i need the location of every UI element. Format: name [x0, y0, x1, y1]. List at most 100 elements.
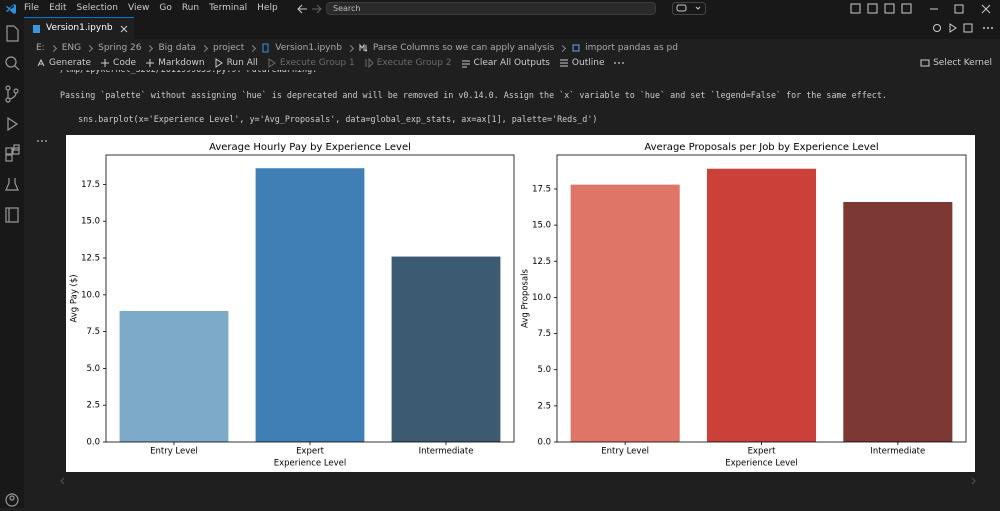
vscode-logo	[6, 4, 16, 14]
icon	[359, 43, 368, 52]
toolbar-label: Clear All Outputs	[473, 58, 550, 68]
icon-shape	[262, 43, 269, 53]
x-tick-label: Entry Level	[150, 447, 198, 457]
cell-output: /tmp/ipykernel_3202/2611999655.py:9: Fut…	[60, 70, 990, 130]
menu-item[interactable]: Selection	[76, 3, 118, 13]
bar	[391, 256, 501, 442]
bar	[570, 184, 680, 442]
horizontal-scrollbar[interactable]	[60, 476, 980, 486]
toolbar-label: Outline	[571, 58, 605, 68]
tab-close[interactable]	[120, 25, 128, 33]
tab-bar	[24, 17, 1000, 39]
icon	[101, 59, 110, 67]
breadcrumbs: E: ENG Spring 26 Big data project Version1.ip…	[36, 43, 678, 53]
icon-shape	[215, 58, 223, 68]
toolbar-button[interactable]: Outline	[559, 58, 605, 68]
y-tick-label: 12.5	[532, 257, 551, 267]
menu-item[interactable]: View	[127, 3, 150, 13]
x-tick-label: Entry Level	[601, 447, 649, 457]
x-tick-label: Expert	[296, 447, 325, 457]
dot	[614, 62, 617, 64]
toolbar-label: Execute Group 1	[279, 58, 355, 68]
breadcrumb-separator	[346, 44, 354, 52]
title-bar: File Edit Selection View Go Run Terminal Help S…	[0, 0, 1000, 17]
activity-icons[interactable]	[0, 17, 24, 508]
editor-actions[interactable]	[932, 23, 998, 33]
toolbar-more[interactable]	[613, 60, 625, 66]
bar	[843, 201, 953, 442]
breadcrumb-separator	[559, 44, 567, 52]
icon-shape	[268, 58, 276, 68]
toolbar-button[interactable]: Generate	[36, 58, 91, 68]
icon	[37, 58, 45, 67]
breadcrumb[interactable]: ENG	[61, 43, 82, 53]
output-line: Passing `palette` without assigning `hue…	[60, 90, 887, 100]
toolbar-label: Generate	[49, 58, 92, 68]
nav-arrows	[297, 4, 322, 14]
menu-item[interactable]: Run	[181, 3, 200, 13]
y-tick-label: 7.5	[86, 327, 100, 337]
breadcrumb[interactable]: Spring 26	[98, 43, 142, 53]
icon	[365, 58, 374, 68]
editor-tab[interactable]: Version1.ipynb	[24, 17, 134, 39]
bar	[255, 168, 365, 442]
y-tick-label: 17.5	[532, 184, 551, 194]
bar	[706, 168, 817, 442]
y-tick-label: 17.5	[81, 180, 100, 190]
breadcrumb[interactable]: Big data	[158, 43, 197, 53]
menu-item[interactable]: Terminal	[209, 3, 248, 13]
icon-shape	[559, 59, 568, 67]
breadcrumb-separator	[249, 44, 257, 52]
breadcrumb-separator	[146, 44, 154, 52]
breadcrumb-separator	[49, 44, 57, 52]
window-controls[interactable]	[850, 3, 1000, 15]
bar	[119, 311, 229, 442]
menu-item[interactable]: Help	[257, 3, 278, 13]
toolbar-button[interactable]: Markdown	[145, 58, 205, 68]
toolbar-label: Code	[113, 58, 137, 68]
breadcrumb[interactable]: import pandas as pd	[585, 43, 678, 53]
y-tick-label: 7.5	[537, 329, 551, 339]
toolbar-label: Execute Group 2	[376, 58, 452, 68]
icon	[572, 44, 580, 52]
icon-shape	[146, 59, 155, 67]
menu-item[interactable]: File	[24, 3, 40, 13]
icon	[146, 59, 155, 67]
axes-frame	[105, 154, 515, 443]
y-tick-label: 2.5	[86, 401, 100, 411]
select-kernel[interactable]: Select Kernel	[920, 58, 992, 68]
toolbar-button: Execute Group 2	[364, 58, 452, 68]
x-axis-label: Experience Level	[725, 459, 798, 469]
toolbar-button[interactable]: Code	[100, 58, 136, 68]
y-tick-label: 15.0	[532, 221, 551, 231]
y-tick-label: 5.0	[537, 365, 551, 375]
axes-frame	[556, 154, 967, 443]
y-tick-label: 10.0	[532, 293, 551, 303]
toolbar-label: Run All	[226, 58, 258, 68]
icon-shape	[365, 58, 374, 68]
icon-shape	[37, 58, 45, 67]
icon-shape	[359, 43, 368, 52]
icon-shape	[461, 60, 470, 68]
search-box[interactable]: Search	[326, 2, 656, 15]
chart-title: Average Proposals per Job by Experience …	[644, 142, 878, 153]
chart-title: Average Hourly Pay by Experience Level	[209, 142, 411, 153]
toolbar-button[interactable]: Run All	[214, 58, 258, 68]
y-tick-label: 0.0	[537, 438, 551, 448]
icon	[215, 58, 223, 68]
y-axis-label: Avg Proposals	[521, 268, 531, 328]
output-line: /tmp/ipykernel_3202/2611999655.py:9: Fut…	[60, 70, 317, 74]
copilot-button[interactable]	[672, 2, 706, 15]
breadcrumb[interactable]: project	[213, 43, 245, 53]
icon	[559, 59, 568, 67]
menu-item[interactable]: Edit	[49, 3, 67, 13]
toolbar-button[interactable]: Clear All Outputs	[461, 58, 550, 68]
output-more[interactable]	[36, 138, 48, 144]
breadcrumb[interactable]: E:	[36, 43, 45, 53]
breadcrumb[interactable]: Parse Columns so we can apply analysis	[372, 43, 555, 53]
y-tick-label: 2.5	[537, 401, 551, 411]
breadcrumb[interactable]: Version1.ipynb	[275, 43, 342, 53]
menu-item[interactable]: Go	[159, 3, 172, 13]
